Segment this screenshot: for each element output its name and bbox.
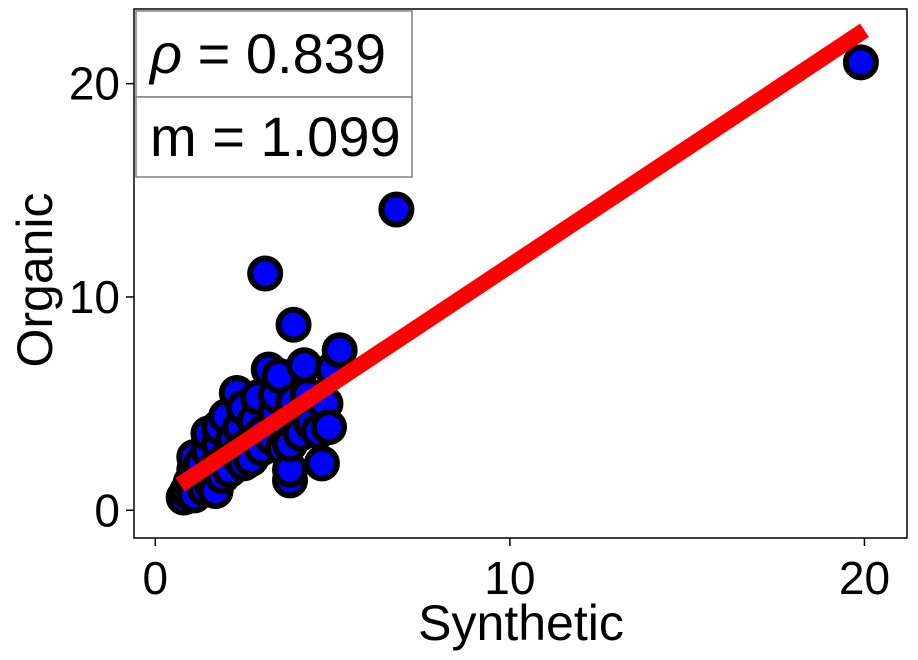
data-point (321, 332, 358, 369)
plot-content (165, 23, 879, 516)
slope-annotation: m = 1.099 (135, 96, 413, 178)
y-tick-label: 10 (69, 271, 120, 323)
x-axis-label: Synthetic (418, 595, 624, 651)
axis-ticks: 0 10 20 0 10 20 (69, 58, 890, 604)
y-tick-label: 0 (94, 484, 120, 536)
x-tick-label: 10 (484, 552, 535, 604)
x-tick-label: 0 (142, 552, 168, 604)
rho-symbol: ρ (148, 22, 182, 85)
slope-annotation-box (135, 96, 413, 178)
rho-annotation: ρ = 0.839 (135, 10, 413, 98)
rho-annotation-text: ρ = 0.839 (148, 22, 386, 85)
data-point (311, 409, 348, 446)
data-point (378, 191, 415, 228)
fit-line (175, 23, 869, 492)
plot-frame (133, 8, 908, 539)
rho-value: = 0.839 (182, 22, 386, 85)
x-tick-label: 20 (839, 552, 890, 604)
y-axis-label: Organic (7, 192, 63, 367)
data-point (275, 306, 312, 343)
slope-annotation-text: m = 1.099 (150, 105, 401, 168)
data-point (303, 445, 340, 482)
data-point (286, 347, 323, 384)
data-point (842, 44, 879, 81)
y-tick-label: 20 (69, 58, 120, 110)
data-point (247, 255, 284, 292)
